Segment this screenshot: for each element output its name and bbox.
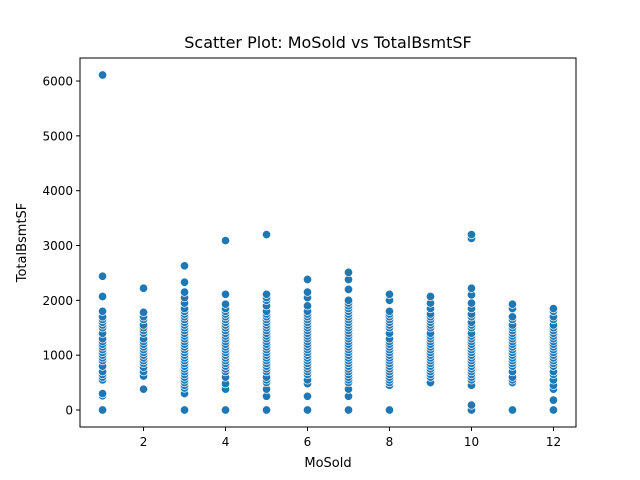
data-point: [98, 388, 108, 399]
data-point: [302, 391, 313, 401]
data-point: [548, 304, 558, 314]
y-axis-label: TotalBsmtSF: [15, 203, 30, 284]
y-tick-label: 2000: [42, 294, 73, 308]
data-point: [179, 261, 190, 271]
x-tick-label: 10: [464, 435, 479, 449]
data-point: [220, 236, 231, 246]
data-point: [179, 277, 190, 287]
data-point: [466, 283, 477, 293]
data-point: [384, 306, 395, 316]
points-layer: [98, 70, 558, 415]
data-point: [343, 405, 354, 415]
data-point: [302, 301, 313, 311]
data-point: [343, 295, 354, 305]
data-point: [343, 284, 354, 294]
data-point: [98, 271, 108, 281]
data-point: [98, 405, 108, 415]
y-tick-label: 1000: [42, 349, 73, 363]
data-point: [302, 287, 313, 297]
data-point: [98, 291, 108, 302]
data-point: [507, 405, 518, 415]
data-point: [261, 405, 272, 415]
data-point: [220, 405, 231, 415]
data-point: [138, 283, 149, 293]
data-point: [507, 312, 518, 322]
data-point: [138, 384, 149, 394]
data-point: [466, 400, 477, 410]
data-point: [261, 289, 272, 299]
data-point: [548, 395, 558, 405]
ticks-layer: 2 4 6 8 10 12 0 1000 2000 3000 4000 5000 6000: [42, 75, 561, 449]
data-point: [507, 299, 518, 309]
x-tick-label: 12: [546, 435, 561, 449]
plot-frame: [79, 57, 577, 428]
x-axis-label: MoSold: [304, 456, 351, 471]
y-tick-label: 0: [65, 404, 73, 418]
y-tick-label: 3000: [42, 239, 73, 253]
data-point: [302, 274, 313, 285]
data-point: [179, 287, 190, 297]
y-tick-label: 4000: [42, 184, 73, 198]
data-point: [261, 230, 272, 240]
chart-title: Scatter Plot: MoSold vs TotalBsmtSF: [184, 33, 471, 52]
data-point: [425, 291, 436, 302]
data-point: [466, 298, 477, 308]
data-point: [179, 405, 190, 415]
data-point: [98, 70, 108, 80]
data-point: [466, 230, 477, 240]
x-tick-label: 2: [140, 435, 148, 449]
y-tick-label: 5000: [42, 129, 73, 143]
data-point: [220, 289, 231, 299]
data-point: [220, 299, 231, 309]
data-point: [302, 405, 313, 415]
data-point: [138, 307, 149, 317]
y-tick-label: 6000: [42, 75, 73, 89]
data-point: [343, 267, 354, 277]
x-tick-label: 8: [386, 435, 394, 449]
x-tick-label: 4: [222, 435, 230, 449]
data-point: [98, 306, 108, 316]
data-point: [548, 405, 558, 415]
data-point: [384, 405, 395, 415]
data-point: [384, 289, 395, 299]
x-tick-label: 6: [304, 435, 312, 449]
